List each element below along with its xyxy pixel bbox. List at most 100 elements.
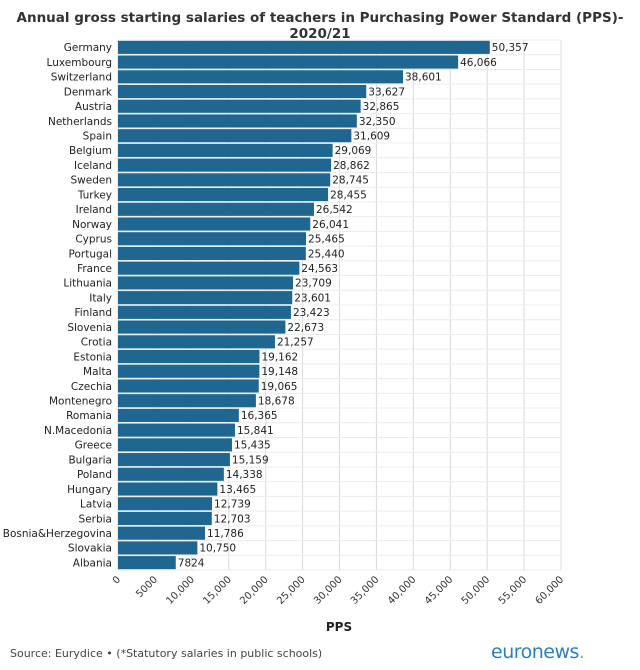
value-label: 19,148 (261, 366, 298, 378)
category-label: Spain (83, 130, 112, 142)
x-tick-label: 0 (111, 574, 123, 586)
x-tick-label: 40,000 (386, 574, 419, 607)
x-axis-title: PPS (326, 620, 352, 634)
value-label: 12,739 (214, 499, 251, 511)
category-label: Belgium (69, 145, 112, 157)
x-tick-label: 25,000 (275, 574, 308, 607)
bar (118, 526, 206, 540)
value-label: 18,678 (258, 395, 295, 407)
bar (118, 320, 286, 334)
value-label: 26,041 (312, 219, 349, 231)
category-label: Germany (64, 42, 112, 54)
bar (118, 467, 224, 481)
category-label: Norway (72, 219, 112, 231)
value-label: 25,465 (308, 234, 345, 246)
value-label: 28,745 (332, 175, 369, 187)
bar (118, 349, 260, 364)
category-label: Latvia (80, 499, 112, 511)
value-label: 11,786 (207, 528, 244, 540)
x-tick-label: 45,000 (423, 574, 456, 607)
bar (118, 497, 213, 511)
bar (118, 158, 332, 172)
bar (118, 541, 198, 555)
value-label: 50,357 (492, 42, 529, 54)
category-label: Bulgaria (68, 454, 112, 466)
brand-dot: . (578, 641, 585, 663)
category-label: Finland (74, 307, 112, 319)
x-tick-label: 15,000 (201, 574, 234, 607)
bar (118, 114, 357, 128)
category-label: Slovenia (67, 322, 112, 334)
bar (118, 188, 329, 202)
bars (118, 40, 490, 570)
value-label: 10,750 (199, 543, 236, 555)
category-label: Portugal (69, 248, 113, 260)
category-label: Malta (83, 366, 112, 378)
category-label: Italy (89, 292, 112, 304)
value-label: 12,703 (214, 513, 251, 525)
bar (118, 364, 260, 378)
bar (118, 246, 306, 261)
bar (118, 261, 300, 275)
value-label: 15,841 (237, 425, 274, 437)
bar (118, 335, 275, 349)
x-tick-label: 50,000 (460, 574, 493, 607)
value-label: 23,601 (294, 292, 331, 304)
bar (118, 99, 361, 113)
bar (118, 408, 239, 422)
value-label: 22,673 (287, 322, 324, 334)
category-label: Ireland (76, 204, 112, 216)
category-label: Switzerland (51, 72, 112, 84)
bar (118, 394, 256, 408)
category-label: Turkey (77, 189, 112, 201)
bar (118, 423, 235, 437)
category-label: Denmark (64, 86, 113, 98)
category-label: N.Macedonia (44, 425, 112, 437)
category-label: Luxembourg (47, 57, 112, 69)
value-label: 15,435 (234, 440, 271, 452)
bar (118, 511, 212, 526)
bar-chart: Germany Luxembourg Switzerland Denmark Austr… (3, 39, 567, 634)
bar (118, 379, 259, 393)
chart-title: Annual gross starting salaries of teache… (16, 10, 624, 42)
value-label: 14,338 (226, 469, 263, 481)
value-label: 23,423 (293, 307, 330, 319)
bar (118, 70, 404, 84)
x-tick-label: 60,000 (534, 574, 567, 607)
bar (118, 40, 490, 54)
value-label: 19,162 (261, 351, 298, 363)
value-label: 32,865 (363, 101, 400, 113)
bar (118, 438, 232, 452)
category-label: Crotia (81, 337, 112, 349)
x-tick-label: 35,000 (349, 574, 382, 607)
category-label: Cyprus (75, 234, 112, 246)
category-label: Lithuania (63, 278, 112, 290)
value-label: 32,350 (359, 116, 396, 128)
category-label: Bosnia&Herzegovina (3, 528, 112, 540)
brand-name: euronews (491, 641, 579, 663)
value-label: 21,257 (277, 337, 314, 349)
bar (118, 276, 294, 290)
bar (118, 556, 176, 570)
category-label: France (77, 263, 112, 275)
bar (118, 129, 352, 143)
category-label: Estonia (73, 351, 112, 363)
category-label: Poland (77, 469, 112, 481)
category-label: Czechia (71, 381, 112, 393)
value-label: 33,627 (368, 86, 405, 98)
bar (118, 291, 293, 305)
value-label: 31,609 (353, 130, 390, 142)
source-note: Source: Eurydice • (*Statutory salaries … (10, 647, 323, 660)
category-label: Sweden (71, 175, 113, 187)
value-label: 46,066 (460, 57, 497, 69)
value-label: 28,455 (330, 189, 367, 201)
x-tick-label: 30,000 (312, 574, 345, 607)
category-label: Greece (75, 440, 112, 452)
euronews-logo: euronews. (491, 641, 585, 663)
bar (118, 55, 459, 69)
value-label: 7824 (178, 557, 205, 569)
bar (118, 143, 333, 157)
x-tick-label: 10,000 (164, 574, 197, 607)
value-label: 24,563 (301, 263, 338, 275)
